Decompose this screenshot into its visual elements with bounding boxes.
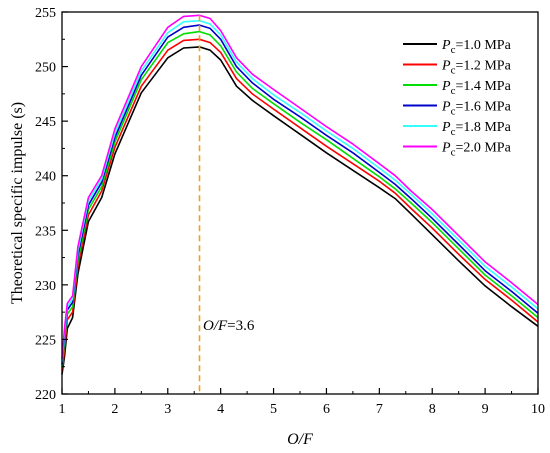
x-tick-label: 3 bbox=[164, 402, 171, 417]
y-axis: 220 225 230 235 240 245 250 255 bbox=[35, 6, 68, 403]
legend-entry-label: Pc=1.2 MPa bbox=[441, 59, 512, 77]
legend-entry-label: Pc=2.0 MPa bbox=[441, 141, 512, 159]
series-line-2 bbox=[61, 38, 539, 372]
x-tick-label: 8 bbox=[429, 402, 436, 417]
legend-value: =2.0 MPa bbox=[455, 141, 511, 156]
legend-subscript: c bbox=[451, 106, 456, 118]
legend-value: =1.2 MPa bbox=[455, 59, 511, 74]
x-tick-label: 10 bbox=[531, 402, 545, 417]
y-tick-label: 250 bbox=[35, 61, 56, 76]
y-tick-label: 230 bbox=[35, 279, 56, 294]
y-tick-label: 220 bbox=[35, 388, 56, 403]
legend-symbol: P bbox=[441, 79, 451, 94]
x-tick-label: 9 bbox=[482, 402, 489, 417]
legend-subscript: c bbox=[451, 147, 456, 159]
legend-symbol: P bbox=[441, 59, 451, 74]
annotation-label: O/F=3.6 bbox=[203, 318, 255, 334]
x-axis-title: O/F bbox=[287, 431, 313, 448]
legend-subscript: c bbox=[451, 65, 456, 77]
legend-symbol: P bbox=[441, 120, 451, 135]
annotation-label-rest: =3.6 bbox=[227, 318, 255, 334]
y-tick-label: 235 bbox=[35, 224, 56, 239]
legend-symbol: P bbox=[441, 38, 451, 53]
x-tick-label: 2 bbox=[111, 402, 118, 417]
y-axis-title: Theoretical specific impulse (s) bbox=[9, 102, 26, 304]
plot-lines bbox=[61, 14, 539, 375]
annotation-label-main: O/F bbox=[203, 318, 228, 334]
y-tick-label: 255 bbox=[35, 6, 56, 21]
legend-value: =1.6 MPa bbox=[455, 100, 511, 115]
legend-symbol: P bbox=[441, 100, 451, 115]
legend-value: =1.4 MPa bbox=[455, 79, 511, 94]
y-tick-label: 225 bbox=[35, 333, 56, 348]
legend-value: =1.0 MPa bbox=[455, 38, 511, 53]
legend-entry-label: Pc=1.0 MPa bbox=[441, 38, 512, 56]
x-axis: 1 2 3 4 5 6 7 8 9 10 bbox=[59, 388, 545, 417]
legend-symbol: P bbox=[441, 141, 451, 156]
x-tick-label: 5 bbox=[270, 402, 277, 417]
series-line-4 bbox=[61, 24, 539, 365]
legend-entry-label: Pc=1.6 MPa bbox=[441, 100, 512, 118]
x-tick-label: 7 bbox=[376, 402, 383, 417]
legend-subscript: c bbox=[451, 126, 456, 138]
x-tick-label: 1 bbox=[59, 402, 66, 417]
x-tick-label: 6 bbox=[323, 402, 330, 417]
series-line-6 bbox=[61, 14, 539, 360]
legend-subscript: c bbox=[451, 44, 456, 56]
y-tick-label: 245 bbox=[35, 115, 56, 130]
series-line-3 bbox=[61, 30, 539, 368]
legend-entry-label: Pc=1.4 MPa bbox=[441, 79, 512, 97]
y-tick-label: 240 bbox=[35, 170, 56, 185]
legend-value: =1.8 MPa bbox=[455, 120, 511, 135]
legend-entry-label: Pc=1.8 MPa bbox=[441, 120, 512, 138]
x-tick-label: 4 bbox=[217, 402, 224, 417]
series-line-1 bbox=[61, 46, 539, 375]
legend-subscript: c bbox=[451, 85, 456, 97]
